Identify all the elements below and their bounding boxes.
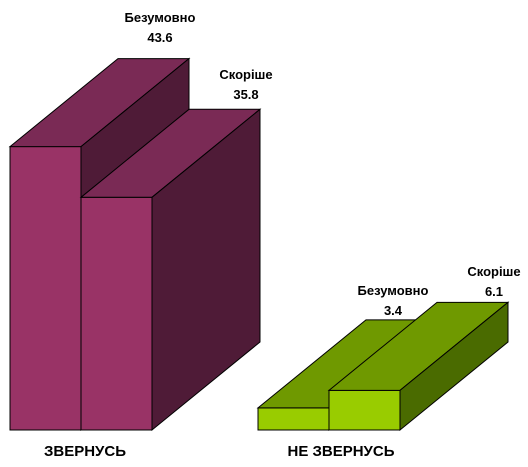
bar-front-0-0 <box>9 146 82 431</box>
category-label-0: ЗВЕРНУСЬ <box>44 443 126 460</box>
data-label-value-0-1: 35.8 <box>233 87 258 102</box>
data-label-name-0-1: Скоріше <box>219 67 272 82</box>
category-label-1: НЕ ЗВЕРНУСЬ <box>287 443 394 460</box>
data-label-value-1-1: 6.1 <box>485 284 503 299</box>
bar-side-0-1 <box>151 108 261 432</box>
data-label-value-1-0: 3.4 <box>384 303 403 318</box>
bar-front-1-1 <box>328 389 401 431</box>
data-label-name-0-0: Безумовно <box>125 10 196 25</box>
data-label-name-1-1: Скоріше <box>467 264 520 279</box>
data-label-value-0-0: 43.6 <box>147 30 172 45</box>
bar-front-0-1 <box>80 196 153 431</box>
data-label-name-1-0: Безумовно <box>358 283 429 298</box>
bar-side-1-1 <box>399 301 509 432</box>
bar-front-1-0 <box>257 407 330 431</box>
